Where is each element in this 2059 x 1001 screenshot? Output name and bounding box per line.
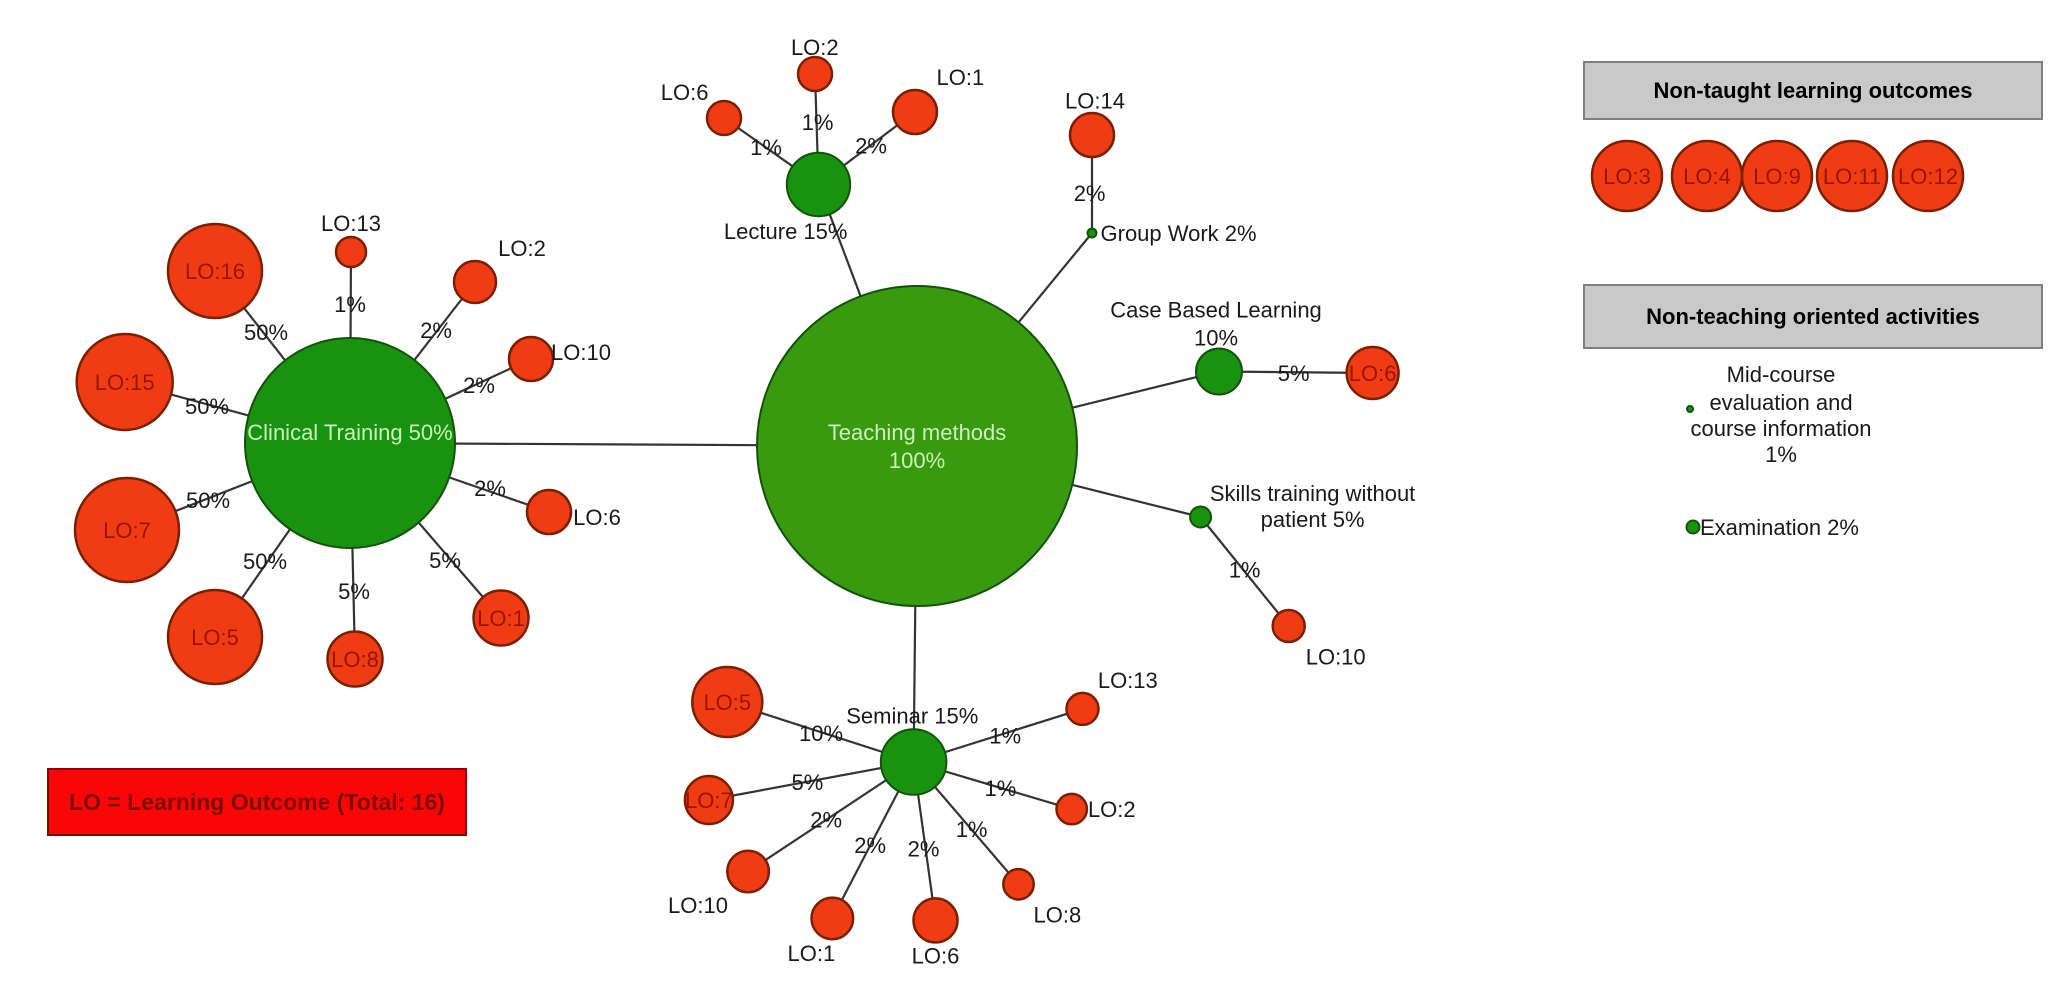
svg-text:100%: 100% [889, 448, 945, 473]
svg-text:LO:1: LO:1 [788, 941, 836, 966]
svg-text:LO:1: LO:1 [937, 65, 985, 90]
svg-text:2%: 2% [908, 836, 940, 861]
svg-text:1%: 1% [989, 723, 1021, 748]
svg-text:1%: 1% [802, 110, 834, 135]
svg-text:LO:15: LO:15 [95, 370, 155, 395]
svg-text:LO:2: LO:2 [1088, 797, 1136, 822]
svg-text:course information: course information [1691, 416, 1872, 441]
svg-text:LO:2: LO:2 [498, 236, 546, 261]
svg-text:5%: 5% [792, 770, 824, 795]
svg-text:LO:5: LO:5 [191, 625, 239, 650]
svg-text:LO:1: LO:1 [477, 606, 525, 631]
svg-text:10%: 10% [799, 721, 843, 746]
svg-text:50%: 50% [244, 320, 288, 345]
svg-text:1%: 1% [956, 817, 988, 842]
svg-text:1%: 1% [985, 776, 1017, 801]
svg-text:Case Based Learning: Case Based Learning [1110, 297, 1322, 322]
svg-text:5%: 5% [1278, 361, 1310, 386]
svg-text:Seminar 15%: Seminar 15% [846, 703, 978, 728]
svg-text:2%: 2% [463, 373, 495, 398]
svg-text:LO:13: LO:13 [321, 211, 381, 236]
svg-text:Skills training without: Skills training without [1210, 481, 1415, 506]
svg-text:LO:10: LO:10 [551, 340, 611, 365]
svg-text:2%: 2% [474, 476, 506, 501]
svg-text:1%: 1% [750, 135, 782, 160]
svg-text:LO:5: LO:5 [703, 690, 751, 715]
svg-text:50%: 50% [243, 549, 287, 574]
svg-text:LO = Learning Outcome (Total:: LO = Learning Outcome (Total: 16) [69, 789, 445, 815]
svg-text:patient 5%: patient 5% [1261, 507, 1365, 532]
svg-text:2%: 2% [810, 808, 842, 833]
svg-text:LO:9: LO:9 [1753, 164, 1801, 189]
svg-text:LO:10: LO:10 [668, 893, 728, 918]
svg-text:LO:11: LO:11 [1823, 164, 1881, 189]
svg-text:LO:6: LO:6 [912, 944, 960, 969]
svg-text:Teaching methods: Teaching methods [828, 420, 1007, 445]
svg-text:Non-teaching oriented activiti: Non-teaching oriented activities [1646, 304, 1980, 329]
svg-text:50%: 50% [186, 488, 230, 513]
svg-text:2%: 2% [1074, 181, 1106, 206]
svg-text:1%: 1% [1765, 442, 1797, 467]
svg-text:LO:13: LO:13 [1098, 668, 1158, 693]
svg-text:LO:12: LO:12 [1898, 164, 1958, 189]
svg-text:LO:8: LO:8 [331, 647, 379, 672]
svg-text:1%: 1% [334, 292, 366, 317]
svg-text:5%: 5% [429, 548, 461, 573]
svg-text:Examination 2%: Examination 2% [1700, 515, 1859, 540]
svg-text:Lecture 15%: Lecture 15% [724, 219, 848, 244]
svg-text:LO:7: LO:7 [103, 518, 151, 543]
svg-text:LO:6: LO:6 [573, 505, 621, 530]
svg-text:2%: 2% [854, 833, 886, 858]
svg-text:LO:4: LO:4 [1683, 164, 1731, 189]
svg-text:LO:6: LO:6 [1349, 361, 1397, 386]
svg-text:2%: 2% [420, 318, 452, 343]
svg-text:LO:10: LO:10 [1306, 644, 1366, 669]
svg-text:5%: 5% [338, 579, 370, 604]
svg-text:Clinical Training 50%: Clinical Training 50% [247, 420, 452, 445]
svg-text:LO:14: LO:14 [1065, 89, 1125, 114]
svg-text:LO:2: LO:2 [791, 35, 839, 60]
svg-text:Group Work 2%: Group Work 2% [1101, 221, 1257, 246]
svg-text:evaluation and: evaluation and [1709, 390, 1852, 415]
svg-text:LO:16: LO:16 [185, 259, 245, 284]
svg-text:2%: 2% [855, 134, 887, 159]
svg-text:50%: 50% [185, 394, 229, 419]
svg-text:LO:7: LO:7 [685, 788, 733, 813]
svg-text:1%: 1% [1229, 558, 1261, 583]
svg-text:Non-taught learning outcomes: Non-taught learning outcomes [1654, 78, 1973, 103]
svg-text:10%: 10% [1194, 326, 1238, 351]
svg-text:LO:8: LO:8 [1034, 902, 1082, 927]
svg-text:LO:3: LO:3 [1603, 164, 1651, 189]
svg-text:LO:6: LO:6 [661, 80, 709, 105]
svg-text:Mid-course: Mid-course [1727, 362, 1836, 387]
